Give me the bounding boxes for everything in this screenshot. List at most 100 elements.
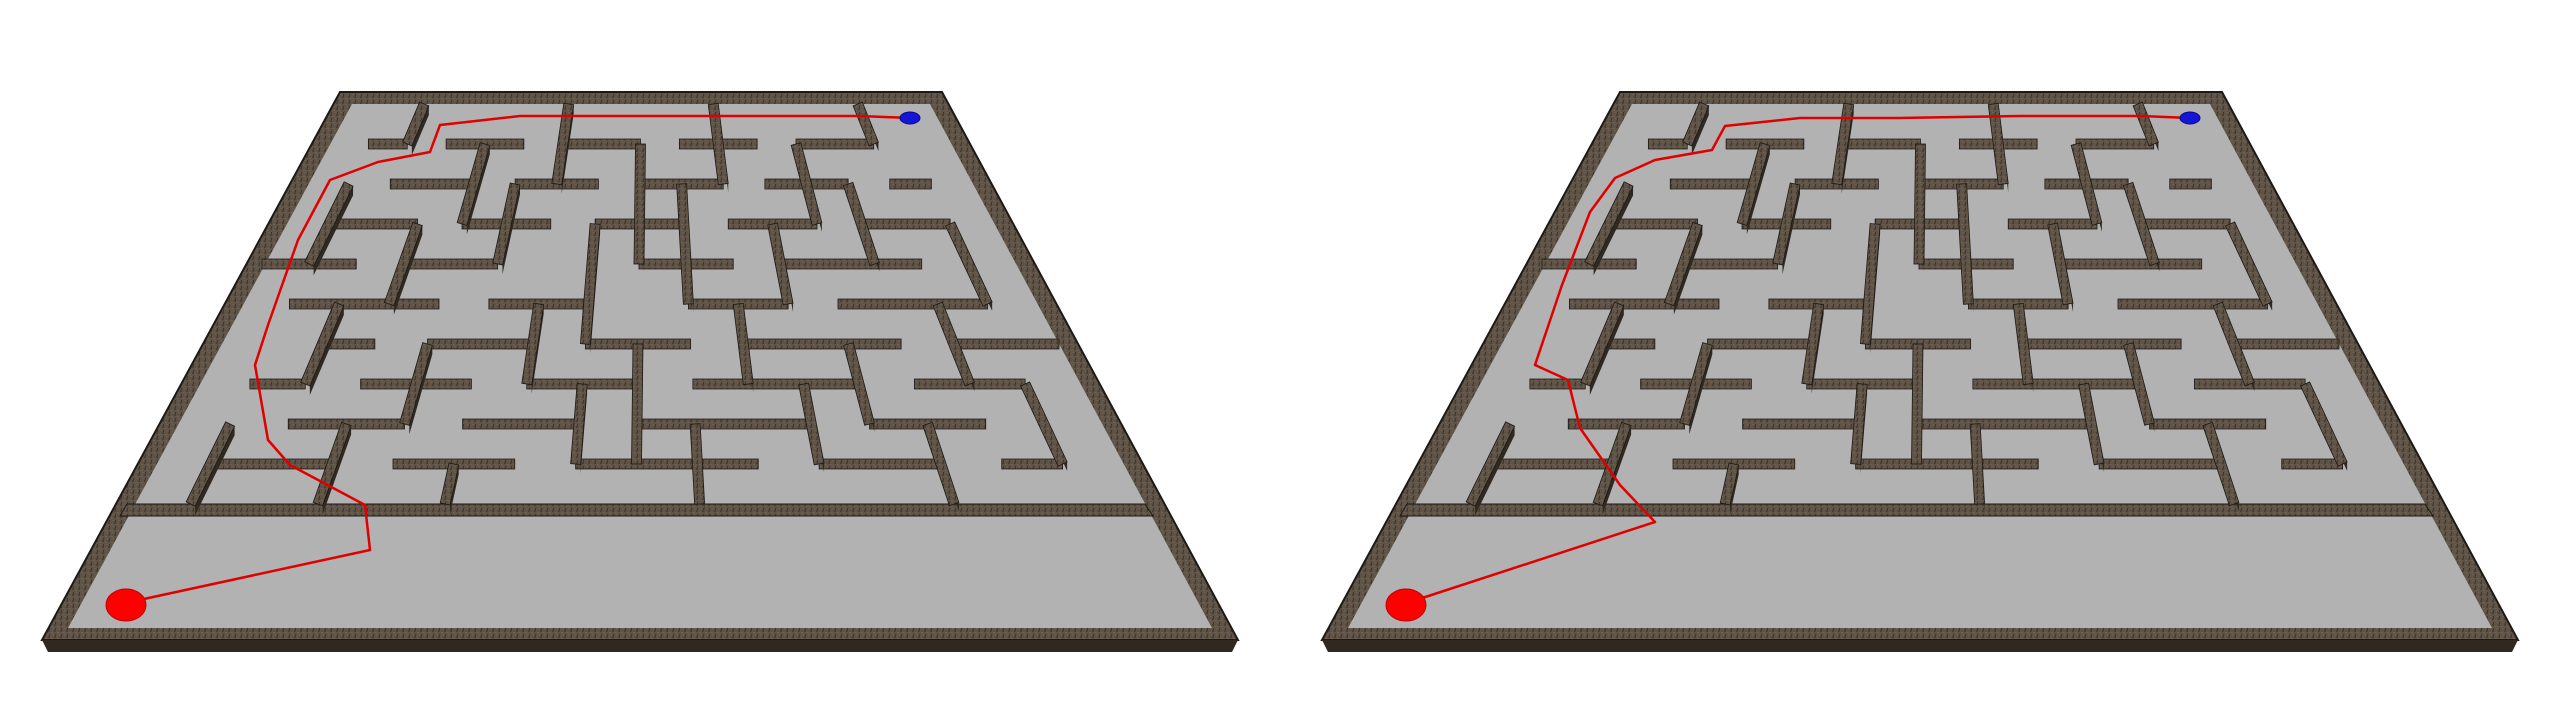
maze-wall [456,142,491,226]
maze-wall [1801,302,1825,386]
maze-wall [312,421,352,507]
maze-wall-side [1689,345,1713,435]
maze-wall [521,302,545,386]
maze-wall [631,343,644,465]
maze-wall [492,182,521,266]
maze-wall [1956,183,1974,305]
maze-wall [2225,221,2273,307]
maze-wall [399,342,433,426]
maze-wall [2122,181,2160,267]
maze-wall [889,178,932,190]
maze-wall-side [1730,465,1739,515]
maze-wall [1842,138,1921,150]
maze-wall [2098,458,2222,470]
maze-wall [633,143,646,265]
maze-wall [551,102,575,186]
maze-wall [676,183,694,305]
maze-wall-side [1589,305,1624,395]
maze-wall [732,302,754,386]
maze-wall [2117,298,2269,310]
maze-wall [1663,221,1703,307]
maze-wall [1736,142,1771,226]
maze-wall-side [195,426,235,516]
maze-wall [2012,302,2034,386]
right-maze-frame-side [1322,640,2518,652]
maze-wall [288,298,440,310]
maze-wall [579,223,601,345]
maze-wall-side [1673,225,1703,315]
maze-wall [860,218,951,230]
maze-wall [1465,421,1516,507]
maze-wall [185,421,236,507]
maze-wall [1972,378,2140,390]
maze-wall [779,258,923,270]
maze-wall [692,378,860,390]
maze-wall [837,298,989,310]
maze-wall [922,421,960,507]
maze-wall [2022,338,2182,350]
maze-wall [2070,142,2103,226]
maze-wall [843,342,875,426]
maze-wall [1608,218,1699,230]
maze-wall [2212,301,2255,387]
maze-wall [1592,421,1632,507]
maze-wall [1987,102,2009,186]
maze-wall-side [1475,426,1515,516]
maze-wall [953,338,1060,350]
maze-wall [1913,143,1926,265]
left-maze-bottom-divider [119,503,1154,517]
maze-wall [818,458,942,470]
maze-wall [1911,343,1924,465]
maze-wall [1719,462,1740,506]
maze-wall [389,178,474,190]
right-maze-goal-marker [2179,111,2201,125]
maze-wall [2075,138,2155,150]
maze-wall [1969,423,1986,505]
maze-wall [2140,218,2231,230]
maze-wall-side [450,465,459,515]
maze-wall-side [1593,186,1634,276]
maze-wall [1916,418,2092,430]
maze-wall-side [322,425,352,515]
left-maze-solution-path [129,114,911,604]
maze-wall [852,101,879,147]
maze-wall [1679,342,1713,426]
maze-wall-side [411,105,429,155]
maze-wall [462,418,580,430]
maze-wall [383,221,423,307]
maze-wall [1742,418,1860,430]
maze-wall [1580,301,1625,387]
left-maze-panel [40,91,1240,652]
maze-wall [1489,458,1613,470]
left-maze-start-marker [105,588,147,622]
maze-wall [209,458,333,470]
left-maze-walls [185,101,1068,516]
maze-wall [1855,458,2039,470]
maze-wall [402,101,430,147]
maze-wall [1682,258,1779,270]
left-maze-frame-side [42,640,1238,652]
right-maze-walls [1465,101,2348,516]
maze-wall [439,462,460,506]
maze-wall [2281,458,2344,470]
maze-wall [945,221,993,307]
maze-wall [790,142,823,226]
maze-wall [689,423,706,505]
right-maze-bottom-divider [1399,503,2434,517]
maze-wall [767,222,794,306]
maze-wall [562,138,641,150]
maze-wall [2078,382,2105,466]
maze-wall-side [466,145,490,235]
maze-wall [2047,222,2074,306]
maze-wall [304,181,354,267]
maze-wall [742,338,902,350]
maze-wall [1647,138,1688,150]
maze-wall [2123,342,2155,426]
maze-wall [1772,182,1801,266]
maze-wall [1568,298,1720,310]
maze-wall [1859,223,1881,345]
right-maze-start-marker [1385,588,1427,622]
maze-wall-side [1746,145,1770,235]
maze-wall-side [409,345,433,435]
